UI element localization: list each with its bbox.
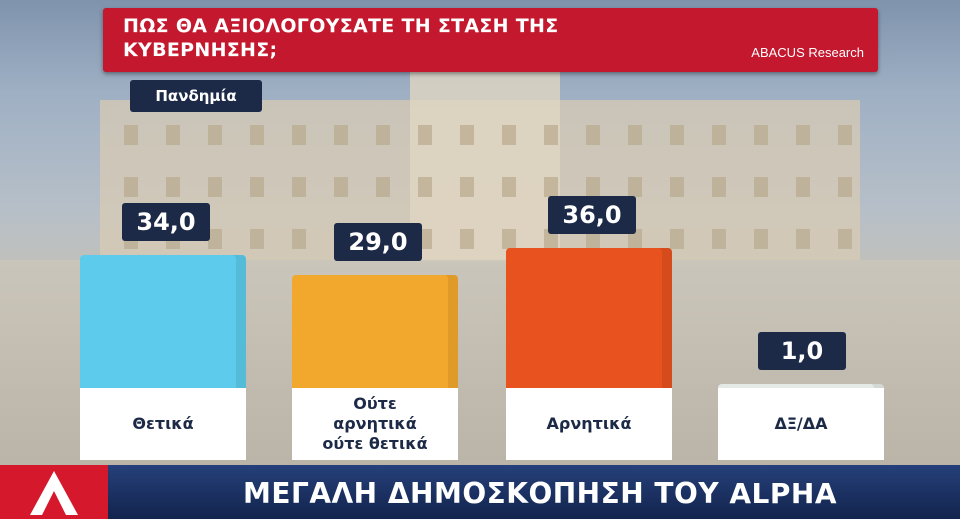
window [208, 125, 222, 145]
window [292, 125, 306, 145]
window [376, 177, 390, 197]
window [712, 177, 726, 197]
window [544, 125, 558, 145]
bar [718, 384, 884, 388]
banner [0, 465, 960, 519]
window [292, 177, 306, 197]
window [628, 229, 642, 249]
chart-title: ΠΩΣ ΘΑ ΑΞΙΟΛΟΓΟΥΣΑΤΕ ΤΗ ΣΤΑΣΗ ΤΗΣ ΚΥΒΕΡΝ… [123, 15, 559, 61]
window [544, 229, 558, 249]
window [754, 229, 768, 249]
window [838, 229, 852, 249]
window [250, 229, 264, 249]
subtitle: Πανδημία [130, 80, 262, 112]
category-label: Αρνητικά [506, 388, 672, 460]
window [166, 125, 180, 145]
logo [0, 465, 108, 519]
value-label: 34,0 [122, 203, 210, 242]
value-label: 29,0 [334, 222, 422, 261]
window [796, 177, 810, 197]
window [124, 177, 138, 197]
window [166, 177, 180, 197]
window [712, 125, 726, 145]
window [460, 125, 474, 145]
window [670, 177, 684, 197]
window [754, 125, 768, 145]
window [250, 125, 264, 145]
bar [506, 247, 672, 388]
window [502, 125, 516, 145]
category-label: ΔΞ/ΔΑ [718, 388, 884, 460]
window [250, 177, 264, 197]
window [124, 125, 138, 145]
source: ABACUS Research [751, 45, 864, 60]
window [586, 177, 600, 197]
window [460, 229, 474, 249]
window [838, 125, 852, 145]
banner-text: ΜΕΓΑΛΗ ΔΗΜΟΣΚΟΠΗΣΗ ΤΟΥ ALPHA [243, 477, 837, 510]
value-label: 36,0 [548, 195, 636, 234]
window [754, 177, 768, 197]
window [208, 229, 222, 249]
window [418, 177, 432, 197]
category-label: Θετικά [80, 388, 246, 460]
window [544, 177, 558, 197]
window [796, 229, 810, 249]
window [502, 229, 516, 249]
value-label: 1,0 [758, 332, 846, 371]
window [460, 177, 474, 197]
logo-icon [30, 471, 78, 515]
window [670, 229, 684, 249]
window [670, 125, 684, 145]
window [376, 125, 390, 145]
window [418, 125, 432, 145]
category-label: Ούτε αρνητικά ούτε θετικά [292, 388, 458, 460]
window [292, 229, 306, 249]
bar [80, 255, 246, 388]
window [502, 177, 516, 197]
window [334, 177, 348, 197]
window [586, 125, 600, 145]
window [586, 229, 600, 249]
window [628, 125, 642, 145]
background-portico [410, 72, 560, 262]
window [334, 125, 348, 145]
window [628, 177, 642, 197]
window [838, 177, 852, 197]
title-box: ΠΩΣ ΘΑ ΑΞΙΟΛΟΓΟΥΣΑΤΕ ΤΗ ΣΤΑΣΗ ΤΗΣ ΚΥΒΕΡΝ… [103, 8, 878, 72]
window [796, 125, 810, 145]
window [712, 229, 726, 249]
window [208, 177, 222, 197]
bar [292, 274, 458, 388]
